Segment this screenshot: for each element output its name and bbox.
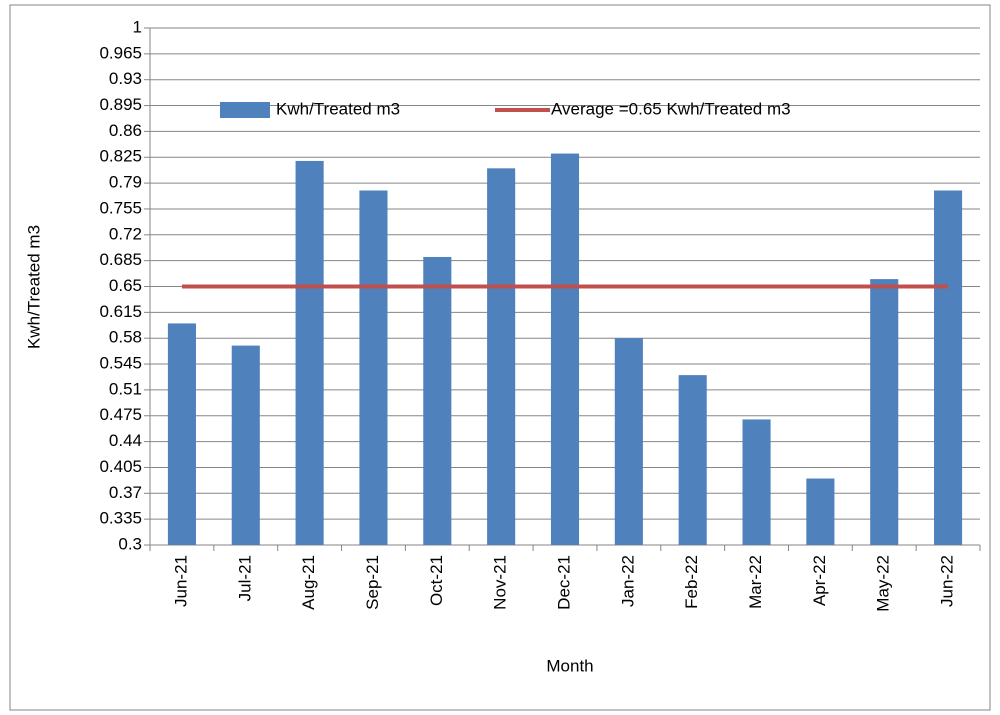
y-tick-label: 0.335 [99,509,142,528]
bar [167,323,196,545]
bar [870,279,899,545]
y-tick-label: 0.545 [99,354,142,373]
y-axis-title: Kwh/Treated m3 [24,225,43,349]
y-tick-label: 0.895 [99,95,142,114]
y-tick-label: 0.37 [109,483,142,502]
y-tick-label: 0.965 [99,43,142,62]
x-tick-label: Apr-22 [810,555,829,606]
x-axis-title: Month [546,656,593,675]
x-tick-label: Jul-21 [235,555,254,601]
bar [742,419,771,545]
x-tick-label: Feb-22 [682,555,701,609]
bar [550,153,580,546]
y-tick-label: 0.615 [99,302,142,321]
x-tick-label: Mar-22 [746,555,765,609]
bar [934,190,963,545]
x-tick-label: Jan-22 [618,555,637,607]
bar [678,375,707,545]
y-tick-label: 0.405 [99,457,142,476]
legend-swatch [220,102,270,118]
y-tick-label: 0.825 [99,147,142,166]
x-tick-label: Sep-21 [363,555,382,610]
y-tick-label: 0.65 [109,276,142,295]
y-tick-label: 0.755 [99,198,142,217]
bar [614,338,643,545]
x-tick-label: May-22 [874,555,893,612]
bar [806,478,835,545]
y-tick-label: 0.685 [99,250,142,269]
bar [487,168,516,546]
y-tick-label: 0.86 [109,121,142,140]
y-tick-label: 0.72 [109,224,142,243]
y-tick-label: 0.93 [109,69,142,88]
x-tick-label: Nov-21 [491,555,510,610]
y-tick-label: 0.79 [109,173,142,192]
bar [231,345,260,545]
x-tick-label: Aug-21 [299,555,318,610]
x-tick-label: Dec-21 [554,555,573,610]
legend-label: Average =0.65 Kwh/Treated m3 [551,99,791,118]
x-tick-label: Oct-21 [427,555,446,606]
bar [295,160,324,545]
y-tick-label: 0.3 [118,534,142,553]
x-tick-label: Jun-21 [171,555,190,607]
y-tick-label: 0.475 [99,405,142,424]
y-tick-label: 1 [133,17,142,36]
x-tick-label: Jun-22 [938,555,957,607]
y-tick-label: 0.58 [109,328,142,347]
y-tick-label: 0.51 [109,379,142,398]
bar [423,256,452,545]
bar [359,190,388,545]
y-tick-label: 0.44 [109,431,142,450]
legend-label: Kwh/Treated m3 [276,99,400,118]
